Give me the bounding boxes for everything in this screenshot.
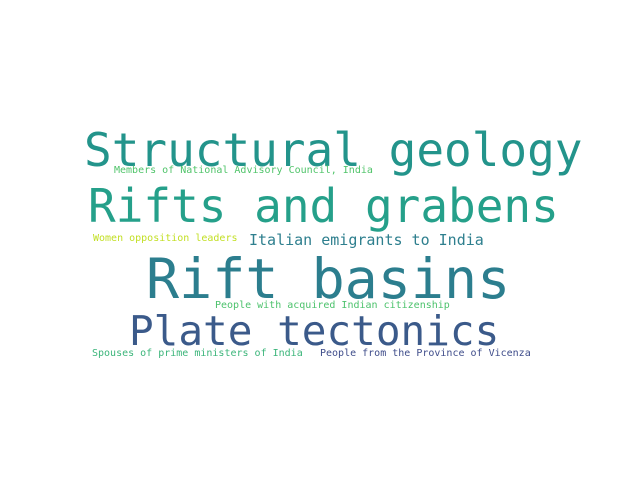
word-spouses-prime-ministers-india: Spouses of prime ministers of India xyxy=(92,348,303,359)
word-rift-basins: Rift basins xyxy=(146,247,511,311)
word-women-opposition-leaders: Women opposition leaders xyxy=(93,233,238,244)
word-members-national-advisory-council: Members of National Advisory Council, In… xyxy=(114,165,373,176)
word-structural-geology: Structural geology xyxy=(84,123,583,177)
word-italian-emigrants-to-india: Italian emigrants to India xyxy=(249,231,484,249)
word-plate-tectonics: Plate tectonics xyxy=(129,307,500,355)
word-rifts-and-grabens: Rifts and grabens xyxy=(88,179,559,233)
word-people-province-vicenza: People from the Province of Vicenza xyxy=(320,348,531,359)
word-people-acquired-indian-citizenship: People with acquired Indian citizenship xyxy=(215,300,450,311)
